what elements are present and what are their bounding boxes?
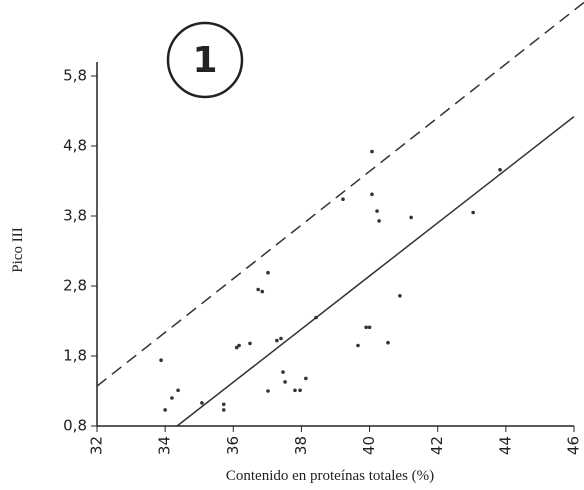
data-point xyxy=(159,358,163,363)
data-point xyxy=(375,209,379,213)
data-point xyxy=(498,168,502,172)
data-point xyxy=(275,338,279,343)
data-point xyxy=(356,343,360,348)
y-tick-label: 4,8 xyxy=(63,137,87,155)
data-point xyxy=(163,408,167,412)
data-point xyxy=(370,149,374,154)
x-tick-label: 46 xyxy=(565,436,583,455)
data-point xyxy=(248,341,252,346)
y-axis-label: Pico III xyxy=(10,227,26,272)
data-point xyxy=(200,401,204,405)
x-tick-label: 44 xyxy=(496,436,514,455)
annotation: 1 xyxy=(192,40,217,81)
trend-line xyxy=(176,116,575,427)
y-tick-label: 0,8 xyxy=(63,417,87,435)
y-tick-label: 5,8 xyxy=(63,67,87,85)
x-tick-label: 32 xyxy=(88,436,106,455)
data-point xyxy=(170,396,174,400)
data-point xyxy=(377,219,381,223)
data-point xyxy=(471,210,475,215)
data-point xyxy=(176,388,180,393)
data-point xyxy=(281,370,285,374)
data-point xyxy=(256,287,260,292)
data-point xyxy=(221,402,226,407)
y-tick-label: 2,8 xyxy=(63,277,87,295)
data-point xyxy=(398,294,402,298)
data-point xyxy=(370,192,374,197)
data-point xyxy=(266,270,270,275)
x-tick-label: 36 xyxy=(224,436,242,455)
data-point xyxy=(260,289,265,294)
data-point xyxy=(221,408,226,412)
x-tick-label: 34 xyxy=(156,436,174,455)
data-point xyxy=(386,340,390,345)
x-tick-label: 38 xyxy=(292,436,310,455)
y-tick-label: 3,8 xyxy=(63,207,87,225)
data-point xyxy=(298,388,302,393)
data-point xyxy=(279,336,283,341)
data-point xyxy=(367,325,372,330)
x-tick-label: 40 xyxy=(360,436,378,455)
data-point xyxy=(304,376,308,381)
data-point xyxy=(364,325,368,330)
data-point xyxy=(341,197,345,201)
trend-line xyxy=(96,1,584,387)
x-tick-label: 42 xyxy=(428,436,446,455)
data-point xyxy=(266,389,270,393)
data-point xyxy=(293,388,297,393)
annotation-circle xyxy=(166,21,244,99)
data-point xyxy=(409,215,413,220)
data-point xyxy=(283,380,287,384)
data-point xyxy=(237,343,241,348)
x-axis-label: Contenido en proteínas totales (%) xyxy=(226,468,434,484)
data-point xyxy=(234,345,239,350)
y-tick-label: 1,8 xyxy=(63,347,87,365)
